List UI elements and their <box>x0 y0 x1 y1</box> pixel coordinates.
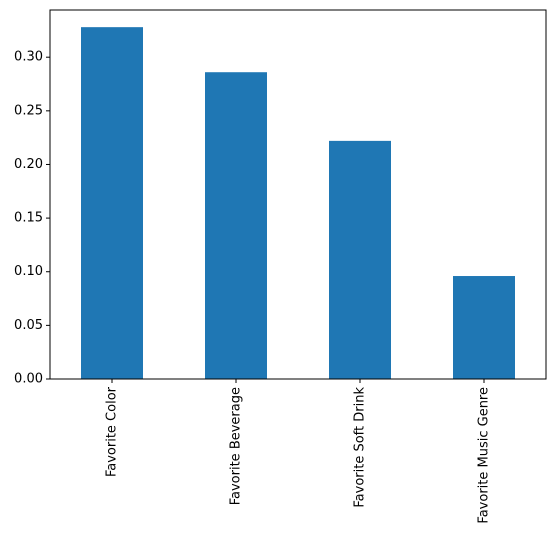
bar <box>329 140 391 379</box>
bar <box>453 276 515 379</box>
plot-frame <box>49 9 547 380</box>
y-tick-label: 0.10 <box>14 264 43 279</box>
x-tick-label: Favorite Soft Drink <box>353 387 368 508</box>
y-tick-label: 0.20 <box>14 157 43 172</box>
bar <box>205 72 267 379</box>
x-tick-label: Favorite Color <box>105 386 120 477</box>
x-tick-label: Favorite Beverage <box>229 387 244 505</box>
y-tick-label: 0.05 <box>14 318 43 333</box>
y-tick-label: 0.30 <box>14 50 43 65</box>
y-tick-label: 0.00 <box>14 372 43 387</box>
bar <box>81 27 143 380</box>
y-tick-label: 0.15 <box>14 211 43 226</box>
y-tick-label: 0.25 <box>14 103 43 118</box>
x-tick-label: Favorite Music Genre <box>477 387 492 524</box>
